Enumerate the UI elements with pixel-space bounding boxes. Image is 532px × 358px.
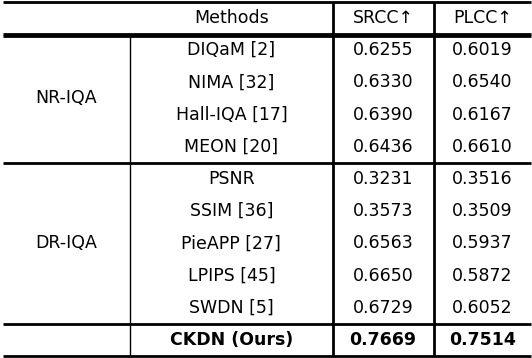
- Text: 0.7669: 0.7669: [350, 331, 417, 349]
- Text: 0.6650: 0.6650: [353, 267, 413, 285]
- Text: 0.5937: 0.5937: [452, 234, 512, 252]
- Text: 0.6330: 0.6330: [353, 73, 413, 91]
- Text: NIMA [32]: NIMA [32]: [188, 73, 275, 91]
- Text: 0.5872: 0.5872: [452, 267, 512, 285]
- Text: DR-IQA: DR-IQA: [36, 234, 97, 252]
- Text: Hall-IQA [17]: Hall-IQA [17]: [176, 106, 287, 124]
- Text: DIQaM [2]: DIQaM [2]: [187, 41, 276, 59]
- Text: NR-IQA: NR-IQA: [36, 90, 97, 107]
- Text: CKDN (Ours): CKDN (Ours): [170, 331, 293, 349]
- Text: 0.3573: 0.3573: [353, 202, 413, 220]
- Text: 0.3516: 0.3516: [452, 170, 512, 188]
- Text: Methods: Methods: [194, 9, 269, 27]
- Text: 0.6390: 0.6390: [353, 106, 413, 124]
- Text: 0.6729: 0.6729: [353, 299, 413, 317]
- Text: SRCC↑: SRCC↑: [353, 9, 413, 27]
- Text: 0.6610: 0.6610: [452, 138, 513, 156]
- Text: 0.6255: 0.6255: [353, 41, 413, 59]
- Text: 0.7514: 0.7514: [449, 331, 516, 349]
- Text: 0.6167: 0.6167: [452, 106, 513, 124]
- Text: 0.6019: 0.6019: [452, 41, 513, 59]
- Text: SSIM [36]: SSIM [36]: [190, 202, 273, 220]
- Text: MEON [20]: MEON [20]: [185, 138, 278, 156]
- Text: LPIPS [45]: LPIPS [45]: [188, 267, 275, 285]
- Text: 0.3509: 0.3509: [452, 202, 512, 220]
- Text: 0.6540: 0.6540: [452, 73, 512, 91]
- Text: PLCC↑: PLCC↑: [453, 9, 512, 27]
- Text: 0.3231: 0.3231: [353, 170, 413, 188]
- Text: PieAPP [27]: PieAPP [27]: [181, 234, 281, 252]
- Text: 0.6563: 0.6563: [353, 234, 413, 252]
- Text: 0.6436: 0.6436: [353, 138, 413, 156]
- Text: 0.6052: 0.6052: [452, 299, 512, 317]
- Text: SWDN [5]: SWDN [5]: [189, 299, 274, 317]
- Text: PSNR: PSNR: [208, 170, 255, 188]
